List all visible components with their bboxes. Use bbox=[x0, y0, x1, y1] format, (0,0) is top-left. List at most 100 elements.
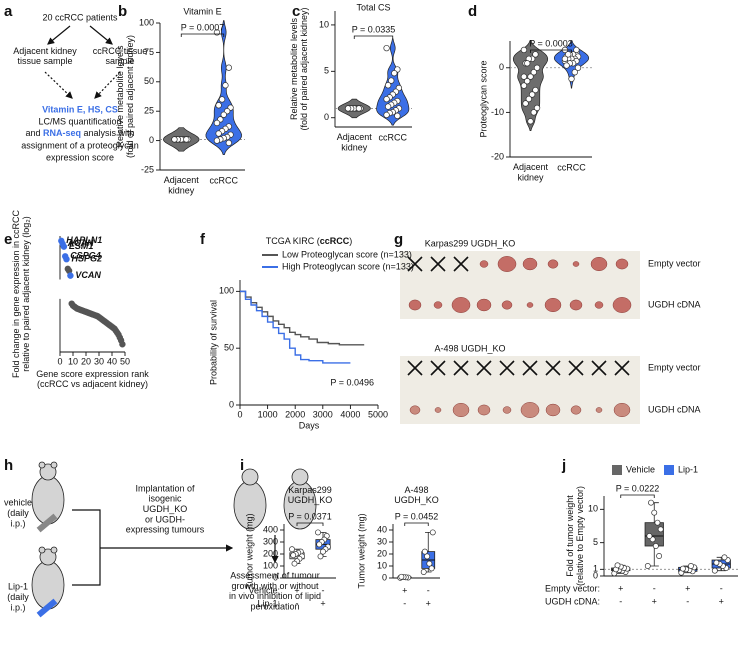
mouse bbox=[31, 461, 317, 610]
row-label: UGDH cDNA bbox=[648, 404, 701, 414]
data-point bbox=[225, 64, 233, 71]
cross bbox=[522, 360, 538, 376]
diagram-text: LC/MS quantification bbox=[38, 116, 121, 126]
row-label: Empty vector bbox=[648, 258, 701, 268]
y-tick-label: 10 bbox=[377, 560, 387, 570]
panel-letter: i bbox=[240, 457, 244, 474]
data-point bbox=[429, 529, 436, 536]
panel-letter: g bbox=[394, 231, 403, 248]
data-point bbox=[565, 51, 572, 58]
data-point bbox=[384, 82, 392, 89]
cross bbox=[499, 360, 515, 376]
tumor bbox=[501, 300, 513, 310]
diagram-text: Adjacent kidney tissue sample bbox=[13, 46, 77, 66]
data-point bbox=[524, 78, 531, 85]
y-tick-label: 40 bbox=[377, 524, 387, 534]
tumor bbox=[572, 261, 580, 267]
point-label: HSPG2 bbox=[72, 254, 103, 264]
condition-mark: + bbox=[402, 585, 407, 595]
data-point bbox=[533, 64, 541, 71]
arrow bbox=[72, 509, 232, 586]
condition-mark: - bbox=[720, 583, 723, 593]
cross bbox=[430, 360, 446, 376]
y-tick-label: 300 bbox=[263, 536, 278, 546]
y-axis-label: Probability of survival bbox=[208, 300, 218, 385]
diagram-text: and RNA-seq analysis with bbox=[25, 128, 134, 138]
data-point bbox=[215, 102, 222, 109]
data-point bbox=[65, 267, 73, 274]
tumor bbox=[613, 402, 631, 418]
data-point bbox=[171, 136, 178, 143]
x-tick-label: 5000 bbox=[368, 409, 388, 419]
data-point bbox=[574, 64, 582, 71]
cross bbox=[568, 360, 584, 376]
syringe bbox=[36, 598, 58, 618]
data-point bbox=[316, 541, 323, 548]
y-tick-label: 20 bbox=[377, 548, 387, 558]
condition-mark: + bbox=[294, 585, 299, 595]
condition-mark: - bbox=[619, 596, 622, 606]
data-point bbox=[222, 82, 229, 89]
tumor bbox=[520, 402, 540, 418]
data-point bbox=[424, 553, 431, 560]
data-point bbox=[646, 533, 653, 539]
condition-mark: - bbox=[686, 596, 689, 606]
tumor bbox=[590, 256, 608, 272]
data-point bbox=[713, 559, 720, 566]
arrow bbox=[47, 25, 71, 45]
data-point bbox=[527, 118, 534, 125]
chart-title: Karpas299 UGDH_KO bbox=[288, 485, 333, 505]
x-tick-label: ccRCC bbox=[557, 162, 586, 172]
y-tick-label: 30 bbox=[377, 536, 387, 546]
condition-mark: + bbox=[320, 598, 325, 608]
significance-bracket bbox=[404, 522, 429, 526]
y-tick-label: -25 bbox=[141, 164, 154, 174]
panel-letter: c bbox=[292, 3, 300, 20]
condition-mark: - bbox=[322, 585, 325, 595]
data-point bbox=[657, 526, 664, 533]
data-point bbox=[563, 62, 570, 69]
x-tick-label: 3000 bbox=[313, 409, 333, 419]
y-tick-label: 50 bbox=[224, 343, 234, 353]
diagram-text: 20 ccRCC patients bbox=[42, 12, 118, 22]
data-point bbox=[383, 44, 390, 52]
cross bbox=[545, 360, 561, 376]
data-point bbox=[60, 243, 68, 250]
data-point bbox=[533, 104, 541, 112]
x-tick-label: 10 bbox=[68, 356, 78, 366]
data-point bbox=[388, 77, 395, 84]
row-label: UGDH cDNA bbox=[648, 299, 701, 309]
x-tick-label: 1000 bbox=[258, 409, 278, 419]
condition-mark: + bbox=[685, 583, 690, 593]
data-point bbox=[290, 552, 297, 559]
data-point bbox=[344, 105, 352, 112]
x-tick-label: 30 bbox=[94, 356, 104, 366]
y-tick-label: 1 bbox=[593, 564, 598, 574]
data-point bbox=[394, 112, 401, 120]
significance-bracket bbox=[180, 33, 225, 37]
survival-curve bbox=[240, 290, 351, 364]
legend-swatch bbox=[664, 465, 674, 475]
data-point bbox=[428, 565, 435, 572]
diagram-text: ccRCC tissue sample bbox=[93, 46, 148, 66]
point-label: ESM1 bbox=[69, 241, 94, 251]
x-axis-label: Days bbox=[299, 420, 320, 430]
data-point bbox=[220, 111, 227, 118]
significance-bracket bbox=[353, 35, 394, 39]
chart-title: Total CS bbox=[356, 2, 390, 12]
tumor bbox=[477, 404, 491, 416]
condition-mark: + bbox=[719, 596, 724, 606]
data-point bbox=[218, 96, 226, 103]
condition-mark: - bbox=[653, 583, 656, 593]
tumor bbox=[615, 258, 629, 270]
data-point bbox=[213, 137, 221, 144]
row-label: Empty vector bbox=[648, 362, 701, 372]
data-point bbox=[651, 509, 658, 516]
x-tick-label: Adjacent kidney bbox=[164, 175, 200, 195]
data-point bbox=[391, 70, 398, 77]
y-tick-label: 0 bbox=[382, 572, 387, 582]
arrow bbox=[89, 25, 113, 45]
tumor bbox=[476, 298, 492, 312]
y-axis-label: Relative metabolite levels(fold of paire… bbox=[289, 7, 309, 130]
